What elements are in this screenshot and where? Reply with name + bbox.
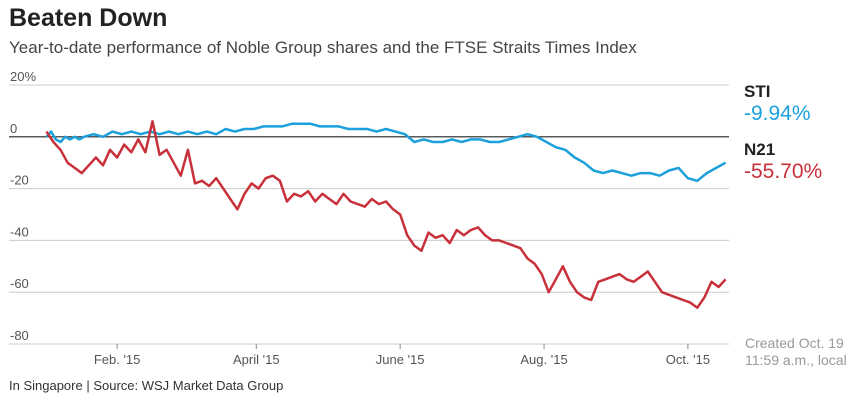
legend-n21-value: -55.70% (744, 160, 823, 183)
y-tick-label: 20% (10, 69, 36, 84)
grid-lines (9, 84, 729, 345)
x-tick-label: Aug. '15 (520, 352, 567, 367)
source-note: In Singapore | Source: WSJ Market Data G… (9, 378, 284, 393)
y-axis-labels: 20% 0 -20 -40 -60 -80 (10, 69, 36, 343)
legend-n21-name: N21 (744, 140, 776, 159)
x-tick-label: June '15 (376, 352, 425, 367)
x-tick-label: Oct. '15 (666, 352, 710, 367)
legend-sti-value: -9.94% (744, 102, 811, 125)
y-tick-label: 0 (10, 121, 17, 136)
y-tick-label: -60 (10, 276, 29, 291)
x-axis: Feb. '15 April '15 June '15 Aug. '15 Oct. '1… (94, 344, 710, 367)
series-lines (45, 120, 727, 309)
created-timestamp: Created Oct. 19 11:59 a.m., local (745, 335, 847, 369)
legend-sti-name: STI (744, 82, 771, 101)
created-line-1: Created Oct. 19 (745, 335, 844, 351)
chart-subtitle: Year-to-date performance of Noble Group … (9, 38, 637, 57)
created-line-2: 11:59 a.m., local (745, 352, 847, 368)
y-tick-label: -20 (10, 173, 29, 188)
legend-n21: N21 -55.70% (744, 140, 822, 184)
x-tick-label: Feb. '15 (94, 352, 141, 367)
x-tick-label: April '15 (233, 352, 280, 367)
chart-title: Beaten Down (9, 4, 168, 32)
series-line-n21 (45, 120, 727, 309)
series-line-sti (45, 122, 727, 183)
y-tick-label: -80 (10, 328, 29, 343)
y-tick-label: -40 (10, 224, 29, 239)
legend-sti: STI -9.94% (744, 82, 811, 126)
